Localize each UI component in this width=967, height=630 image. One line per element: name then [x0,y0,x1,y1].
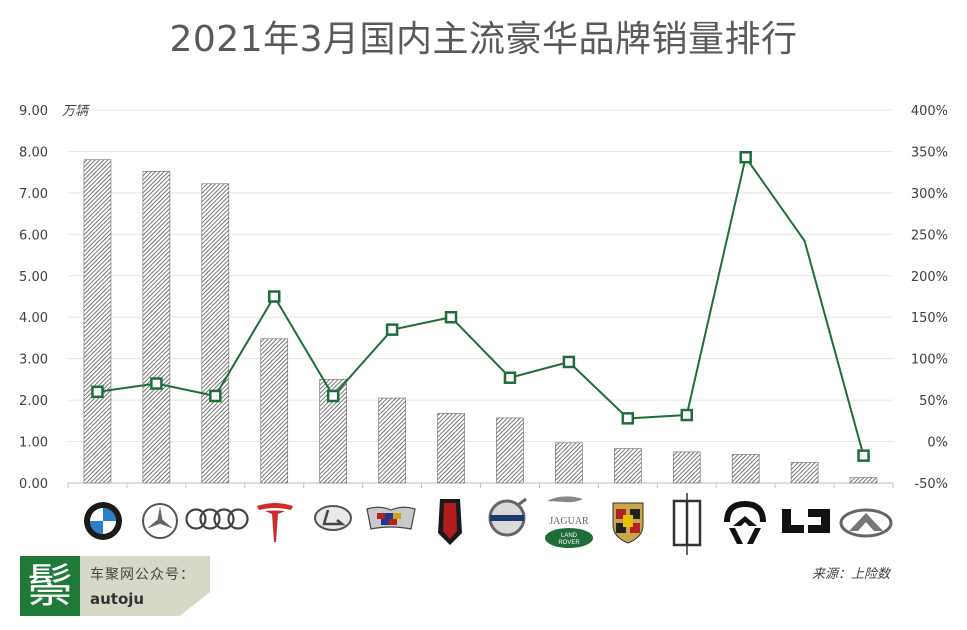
audi-logo-icon [185,508,249,530]
y-left-tick-label: 5.00 [19,270,48,285]
volvo-logo-icon [488,497,527,537]
badge-line1: 车聚网公众号： [90,567,195,583]
nio-logo-icon [724,500,766,544]
tesla-logo-icon [257,503,293,542]
growth-point [739,150,752,164]
y-right-tick-label: 250% [911,228,948,243]
bar-mercedes [142,171,171,484]
mercedes-logo-icon [142,503,178,539]
land-text: LAND [561,533,578,539]
y-right-tick-label: 300% [911,187,948,202]
bar-porsche [614,448,642,484]
bmw-logo-icon [84,502,122,540]
growth-point [91,385,104,399]
bar-bmw [83,159,112,484]
y-left-tick-label: 7.00 [19,187,48,202]
unit-label: 万辆 [62,104,89,119]
y-left-tick-label: 8.00 [19,145,48,160]
hongqi-logo-icon [438,499,462,545]
y-right-tick-label: 150% [911,311,948,326]
growth-point [562,355,576,369]
y-left-tick-label: 1.00 [19,436,48,451]
jaguar-text: JAGUAR [549,516,589,527]
bar-infiniti [849,477,878,484]
y-right-tick-label: 0% [927,436,948,451]
source-note: 来源：上险数 [812,567,891,582]
growth-point [326,389,340,403]
lincoln-logo-icon [672,493,702,555]
jaguar-landrover-logo-icon: JAGUAR LAND ROVER [545,496,593,548]
y-left-tick-label: 4.00 [19,311,48,326]
liauto-logo-icon [782,509,830,533]
growth-point [268,290,281,303]
bar-cadillac [378,397,406,484]
y-right-tick-label: 100% [911,353,948,368]
y-right-tick-label: -50% [914,477,948,492]
bar-audi [201,183,230,484]
y-right-tick-label: 350% [911,145,948,160]
growth-point [444,310,458,324]
porsche-logo-icon [612,502,644,544]
y-left-tick-label: 0.00 [19,477,48,492]
cadillac-logo-icon [366,506,416,530]
growth-point [857,449,870,462]
bar-volvo [496,417,524,484]
badge-logo: 鬃 [20,556,80,616]
bar-lincoln [672,451,701,484]
y-left-tick-label: 3.00 [19,353,48,368]
growth-point [503,371,517,384]
bar-nio [731,454,760,484]
y-left-tick-label: 6.00 [19,228,48,243]
y-left-tick-label: 9.00 [19,104,48,119]
lexus-logo-icon [314,505,352,531]
badge-line2: autoju [90,590,145,608]
y-right-tick-label: 400% [911,104,948,119]
growth-point [209,389,222,403]
chart-title: 2021年3月国内主流豪华品牌销量排行 [169,19,798,60]
bar-jaguar-landrover [555,442,583,484]
growth-line [97,154,865,456]
y-right-tick-label: 200% [911,270,948,285]
growth-point [680,408,693,422]
bar-liauto [790,461,819,484]
bar-tesla [260,338,289,484]
growth-point [621,412,635,425]
infiniti-logo-icon [839,508,893,538]
rover-text: ROVER [558,540,580,546]
bar-hongqi [437,413,465,484]
growth-point [385,323,399,336]
y-right-tick-label: 50% [919,394,948,409]
y-left-tick-label: 2.00 [19,394,48,409]
growth-point [150,377,163,390]
watermark-badge: 鬃 车聚网公众号： autoju [20,556,210,616]
